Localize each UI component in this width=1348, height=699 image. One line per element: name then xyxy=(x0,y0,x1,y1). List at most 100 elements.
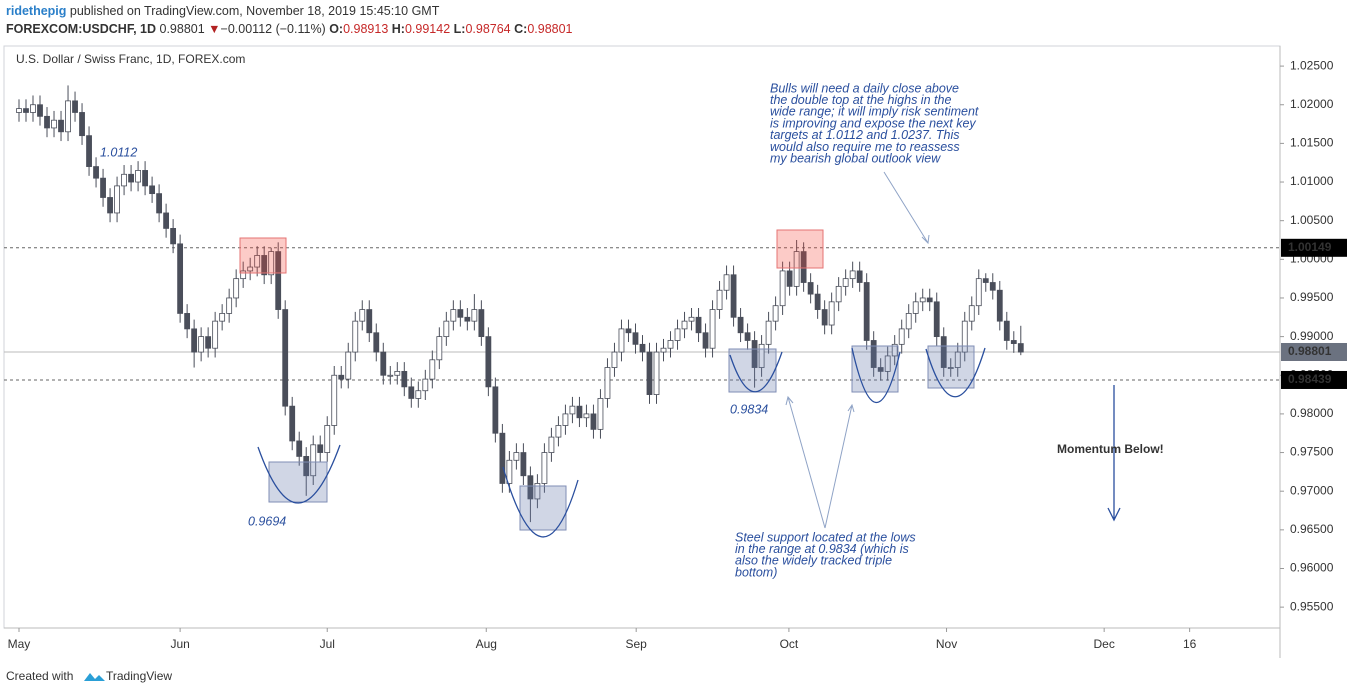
y-tick-label: 0.96000 xyxy=(1290,561,1334,575)
candle-body xyxy=(58,119,64,133)
candle-body xyxy=(548,436,555,453)
note-line: would also require me to reassess xyxy=(770,140,960,154)
candle-body xyxy=(107,197,113,214)
support-box xyxy=(268,461,328,503)
candle-body xyxy=(289,405,296,442)
candle-body xyxy=(695,316,702,334)
candle-body xyxy=(436,336,443,361)
candle-body xyxy=(1010,340,1017,344)
candle-body xyxy=(72,100,78,113)
candle-body xyxy=(261,255,268,276)
level-label: 0.9834 xyxy=(730,402,768,416)
candle-body xyxy=(380,351,387,376)
momentum-label: Momentum Below! xyxy=(1057,442,1164,456)
candle-body xyxy=(758,343,765,368)
candle-body xyxy=(562,413,569,426)
symbol-line: FOREXCOM:USDCHF, 1D 0.98801 ▼−0.00112 (−… xyxy=(6,22,573,36)
candle-body xyxy=(870,340,877,368)
candle-body xyxy=(51,119,57,129)
bottom-curve xyxy=(729,351,783,393)
candle-body xyxy=(534,483,541,500)
candle-body xyxy=(401,370,408,388)
candle-body xyxy=(317,444,324,453)
candle-body xyxy=(765,320,772,345)
candle-body xyxy=(527,475,534,500)
candle-body xyxy=(996,289,1003,322)
candle-body xyxy=(639,343,646,353)
candle-body xyxy=(800,251,807,283)
candle-body xyxy=(590,413,597,430)
candle-body xyxy=(16,108,22,113)
candle-body xyxy=(212,320,219,349)
price-label: 0.98439 xyxy=(1288,372,1332,386)
candle-body xyxy=(947,367,954,369)
candle-body xyxy=(891,343,898,357)
candle-body xyxy=(135,170,141,183)
candle-body xyxy=(296,440,303,457)
candle-body xyxy=(457,309,464,318)
candle-body xyxy=(282,309,289,407)
candle-body xyxy=(975,278,982,307)
candle-body xyxy=(702,332,709,349)
note-line: in the range at 0.9834 (which is xyxy=(735,542,909,556)
candle-body xyxy=(170,228,177,245)
candle-body xyxy=(912,301,919,314)
candle-body xyxy=(688,316,695,322)
last: 0.98801 xyxy=(160,22,205,36)
bottom-curve xyxy=(257,444,341,504)
legend: U.S. Dollar / Swiss Franc, 1D, FOREX.com xyxy=(16,52,245,66)
candle-body xyxy=(198,336,205,353)
change: −0.00112 (−0.11%) xyxy=(221,22,326,36)
c-label: C: xyxy=(514,22,527,36)
candle-body xyxy=(632,332,639,345)
symbol: FOREXCOM:USDCHF, 1D xyxy=(6,22,156,36)
candle-body xyxy=(709,309,716,349)
candle-body xyxy=(660,347,667,353)
candle-body xyxy=(576,405,583,419)
candle-body xyxy=(828,301,835,326)
candle-body xyxy=(219,313,226,322)
bottom-curve xyxy=(851,347,901,403)
note-line: wide range; it will imply risk sentiment xyxy=(770,105,979,119)
candle-body xyxy=(471,309,478,322)
candle-body xyxy=(898,328,905,345)
candle-body xyxy=(394,370,401,376)
candle-body xyxy=(982,278,989,283)
note-line: my bearish global outlook view xyxy=(770,151,941,165)
candle-body xyxy=(597,398,604,430)
candle-body xyxy=(513,452,520,461)
price-label-bg xyxy=(1281,238,1347,257)
support-box xyxy=(851,345,899,393)
candle-body xyxy=(149,185,155,195)
candle-body xyxy=(968,305,975,322)
highlights xyxy=(239,229,975,531)
candle-body xyxy=(114,185,120,214)
c-value: 0.98801 xyxy=(527,22,572,36)
candle-body xyxy=(23,108,29,113)
support-box xyxy=(519,485,567,531)
marks: 0.95500 0.96000 0.96500 0.97000 0.97500 0.980… xyxy=(4,58,1347,651)
candle-body xyxy=(142,170,148,187)
candle-body xyxy=(345,351,352,380)
candle-body xyxy=(583,413,590,419)
resistance-box xyxy=(239,237,287,274)
candle-body xyxy=(387,374,394,377)
candle-body xyxy=(65,100,71,133)
candle-body xyxy=(268,251,275,276)
arrow xyxy=(883,171,930,245)
pointers xyxy=(785,171,930,529)
y-tick-label: 0.96500 xyxy=(1290,522,1334,536)
candle-body xyxy=(877,367,884,372)
x-tick-label: Sep xyxy=(626,637,648,651)
candle-body xyxy=(303,456,310,477)
author: ridethepig xyxy=(6,4,66,18)
curves xyxy=(257,347,986,538)
candle-body xyxy=(779,270,786,307)
x-tick-label: Dec xyxy=(1093,637,1114,651)
candle-body xyxy=(646,351,653,395)
candle-body xyxy=(1017,343,1024,353)
candle-body xyxy=(786,270,793,287)
candle-body xyxy=(184,313,191,330)
arrow xyxy=(824,403,855,529)
